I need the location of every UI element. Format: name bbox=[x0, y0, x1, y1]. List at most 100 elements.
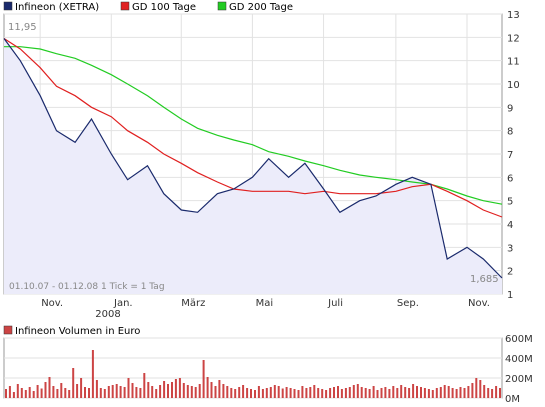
volume-bar bbox=[202, 360, 205, 398]
volume-bar bbox=[293, 389, 296, 398]
volume-bar bbox=[269, 387, 272, 398]
volume-bar bbox=[123, 387, 126, 398]
price-y-tick-label: 1 bbox=[507, 290, 513, 301]
price-y-tick-label: 11 bbox=[507, 57, 520, 68]
volume-y-tick-label: 0M bbox=[505, 394, 520, 405]
volume-bar bbox=[352, 385, 355, 398]
volume-bar bbox=[80, 378, 83, 398]
volume-bar bbox=[368, 389, 371, 398]
end-value-label: 1,685 bbox=[470, 274, 499, 285]
volume-bar bbox=[194, 387, 197, 398]
volume-bar bbox=[400, 385, 403, 398]
volume-bar bbox=[99, 388, 102, 398]
volume-bar bbox=[28, 387, 31, 398]
legend-swatch-price bbox=[3, 1, 13, 11]
volume-bar bbox=[273, 385, 276, 398]
volume-bar bbox=[408, 388, 411, 398]
volume-bar bbox=[277, 386, 280, 398]
legend: Infineon (XETRA) GD 100 Tage GD 200 Tage bbox=[3, 1, 293, 13]
gd200-line bbox=[4, 46, 503, 205]
volume-bar bbox=[48, 377, 51, 398]
price-y-tick-label: 12 bbox=[507, 33, 520, 44]
volume-bar bbox=[301, 386, 304, 398]
volume-bar bbox=[313, 385, 316, 398]
volume-bar bbox=[151, 386, 154, 398]
volume-bar bbox=[174, 379, 177, 398]
volume-bar bbox=[372, 386, 375, 398]
price-x-tick-label: März bbox=[181, 298, 205, 309]
volume-bar bbox=[127, 378, 130, 398]
volume-bar bbox=[111, 385, 114, 398]
volume-bar bbox=[297, 390, 300, 398]
price-y-tick-label: 4 bbox=[507, 220, 513, 231]
legend-label-price: Infineon (XETRA) bbox=[15, 2, 99, 13]
volume-bar bbox=[222, 384, 225, 398]
volume-bar bbox=[64, 388, 67, 398]
price-x-tick-label: Mai bbox=[256, 298, 274, 309]
volume-bar bbox=[364, 388, 367, 398]
legend-swatch-gd100 bbox=[120, 1, 130, 11]
volume-bar bbox=[376, 390, 379, 398]
volume-bar bbox=[206, 377, 209, 398]
volume-bars bbox=[5, 350, 501, 398]
volume-bar bbox=[40, 388, 43, 398]
volume-bar bbox=[254, 390, 256, 398]
start-value-label: 11,95 bbox=[8, 22, 37, 33]
volume-bar bbox=[24, 390, 27, 398]
volume-bar bbox=[404, 387, 407, 398]
price-x-tick-label: Jan. bbox=[113, 298, 133, 309]
price-x-axis: Nov. Jan. März Mai Juli Sep. Nov. bbox=[41, 298, 490, 309]
volume-bar bbox=[360, 387, 363, 398]
volume-bar bbox=[435, 388, 438, 398]
price-y-tick-label: 8 bbox=[507, 127, 513, 138]
volume-bar bbox=[163, 381, 166, 398]
price-x-tick-label: Nov. bbox=[468, 298, 490, 309]
volume-bar bbox=[491, 389, 494, 398]
volume-bar bbox=[261, 389, 264, 398]
volume-bar bbox=[95, 380, 98, 398]
volume-bar bbox=[246, 388, 249, 398]
price-area-fill bbox=[4, 38, 502, 294]
volume-bar bbox=[289, 388, 292, 398]
volume-bar bbox=[147, 382, 150, 398]
volume-bar bbox=[36, 385, 39, 398]
volume-bar bbox=[281, 388, 284, 398]
volume-bar bbox=[392, 386, 395, 398]
volume-bar bbox=[348, 387, 351, 398]
volume-bar bbox=[420, 387, 422, 398]
volume-bar bbox=[317, 388, 320, 398]
volume-bar bbox=[68, 390, 71, 398]
volume-bar bbox=[380, 388, 383, 398]
volume-bar bbox=[423, 388, 426, 398]
volume-bar bbox=[495, 386, 498, 398]
volume-bar bbox=[309, 387, 312, 398]
volume-bar bbox=[329, 388, 332, 398]
volume-grid bbox=[4, 337, 502, 399]
volume-bar bbox=[427, 389, 430, 398]
volume-bar bbox=[475, 378, 478, 398]
volume-bar bbox=[32, 391, 35, 398]
price-y-tick-label: 9 bbox=[507, 103, 513, 114]
legend-label-gd100: GD 100 Tage bbox=[132, 2, 196, 13]
volume-bar bbox=[182, 383, 185, 398]
volume-bar bbox=[238, 387, 241, 398]
volume-bar bbox=[412, 384, 415, 398]
price-y-tick-label: 2 bbox=[507, 267, 513, 278]
volume-bar bbox=[471, 383, 474, 398]
volume-bar bbox=[131, 383, 134, 398]
volume-legend: Infineon Volumen in Euro bbox=[3, 325, 140, 337]
volume-bar bbox=[226, 386, 229, 398]
volume-bar bbox=[84, 387, 86, 398]
volume-bar bbox=[143, 373, 146, 398]
volume-bar bbox=[384, 387, 387, 398]
price-y-tick-label: 3 bbox=[507, 243, 513, 254]
volume-bar bbox=[115, 384, 118, 398]
volume-bar bbox=[356, 384, 359, 398]
volume-bar bbox=[396, 388, 399, 398]
volume-bar bbox=[451, 388, 454, 398]
volume-bar bbox=[178, 378, 181, 398]
volume-bar bbox=[447, 386, 450, 398]
volume-bar bbox=[483, 385, 486, 398]
price-y-tick-label: 7 bbox=[507, 150, 513, 161]
volume-bar bbox=[463, 388, 466, 398]
